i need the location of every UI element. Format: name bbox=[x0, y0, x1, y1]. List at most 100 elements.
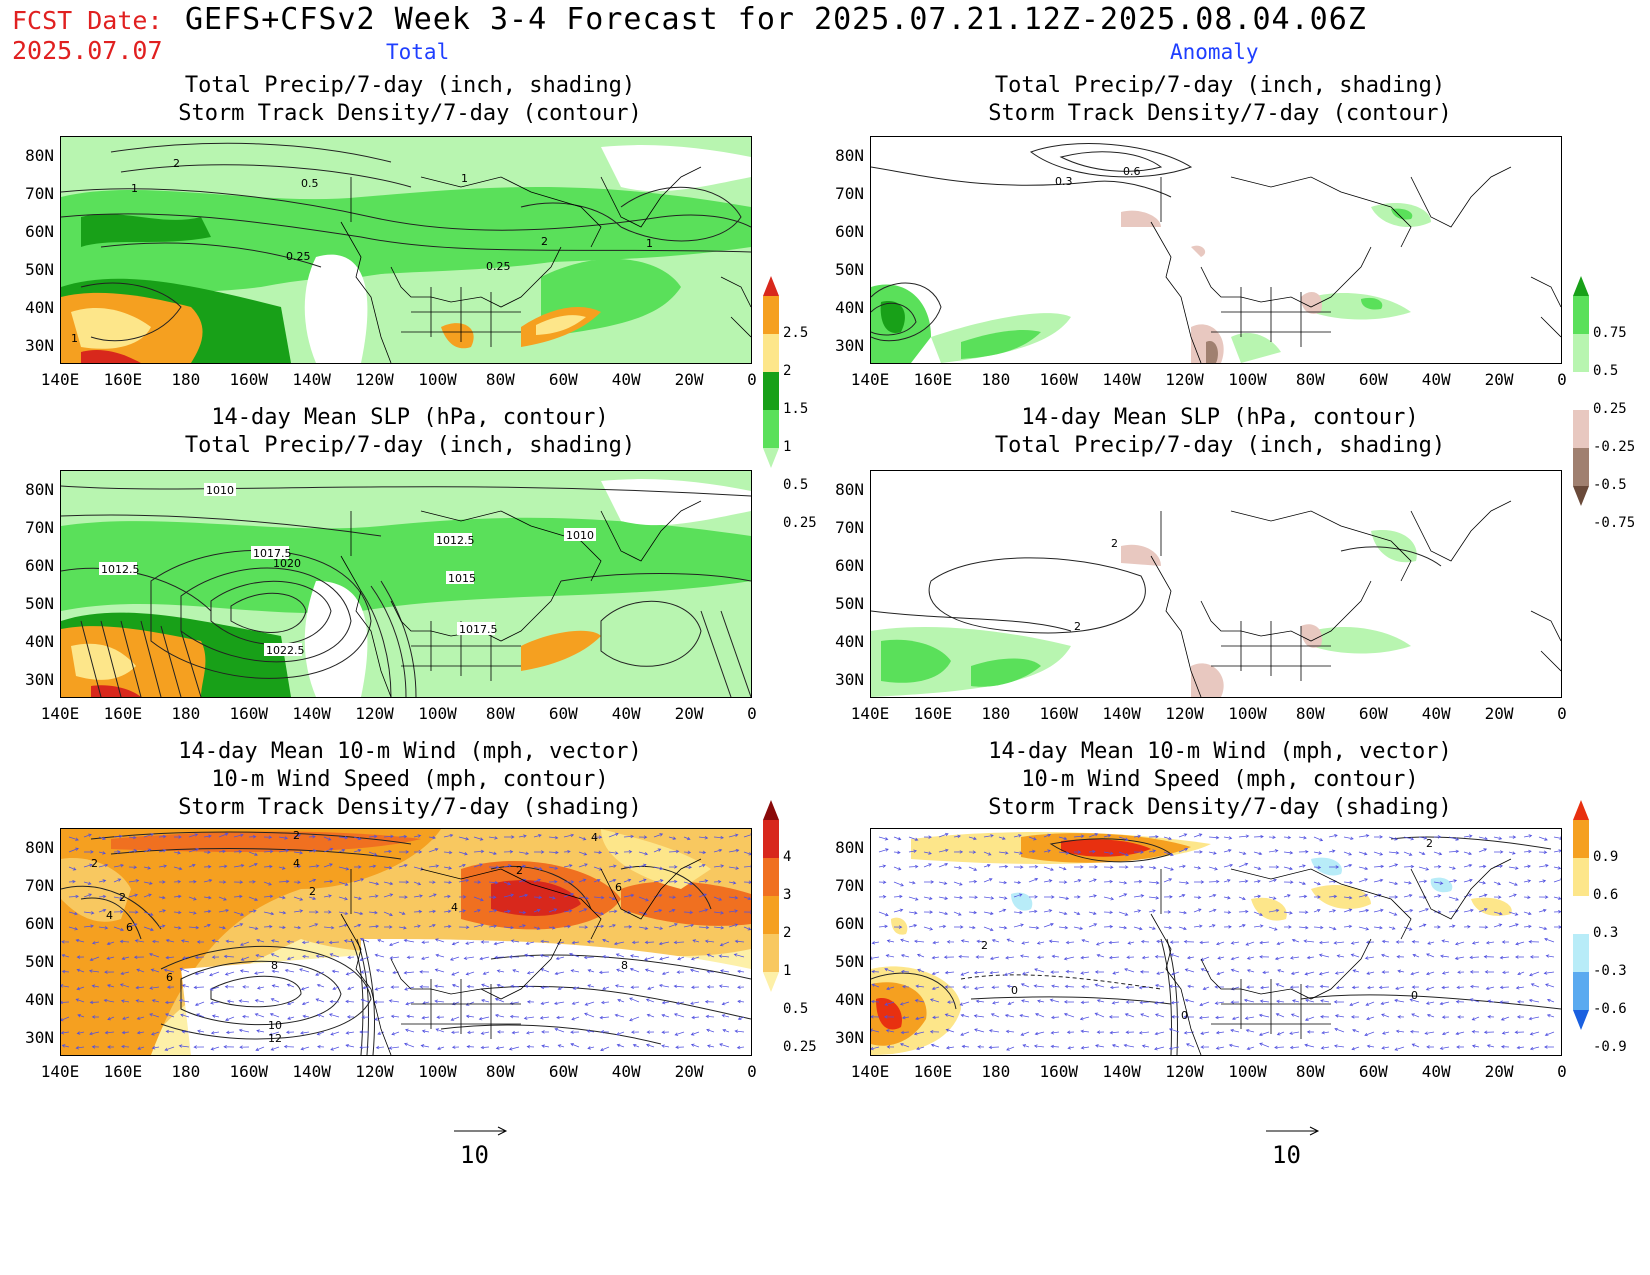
wind-vector bbox=[1274, 956, 1285, 961]
wind-vector bbox=[1208, 851, 1217, 855]
wind-vector bbox=[653, 833, 664, 838]
colorbar-bottom-triangle bbox=[1573, 1010, 1589, 1030]
contour-label: 1017.5 bbox=[459, 623, 498, 636]
wind-vector bbox=[548, 850, 559, 855]
wind-vector bbox=[293, 896, 304, 901]
wind-vector bbox=[1168, 1028, 1180, 1033]
wind-vector bbox=[1343, 908, 1353, 913]
wind-vector bbox=[563, 864, 573, 868]
wind-vector bbox=[428, 923, 436, 928]
wind-vector bbox=[728, 848, 740, 853]
wind-vector bbox=[1043, 909, 1053, 913]
longitude-label: 100W bbox=[1228, 704, 1267, 723]
wind-vector bbox=[743, 910, 751, 914]
wind-vector bbox=[674, 1031, 685, 1036]
wind-vector bbox=[1217, 956, 1225, 960]
wind-vector bbox=[1238, 851, 1247, 855]
wind-vector bbox=[968, 866, 978, 871]
wind-vector bbox=[960, 1013, 970, 1018]
longitude-label: 160W bbox=[1039, 1062, 1078, 1081]
wind-vector bbox=[1523, 834, 1533, 838]
wind-vector bbox=[1088, 833, 1099, 838]
colorbar-segment bbox=[1573, 934, 1589, 972]
wind-vector bbox=[1424, 1031, 1435, 1035]
wind-vector bbox=[77, 1014, 85, 1018]
wind-vector bbox=[203, 923, 211, 928]
contour-label: 0 bbox=[1011, 984, 1018, 997]
wind-vector bbox=[1499, 955, 1510, 960]
colorbar-segment bbox=[763, 896, 779, 934]
wind-vector bbox=[706, 953, 715, 958]
wind-vector bbox=[1382, 1031, 1390, 1035]
wind-vector bbox=[871, 983, 880, 988]
wind-vector bbox=[1493, 881, 1502, 886]
wind-vector bbox=[193, 985, 205, 990]
wind-vector bbox=[647, 986, 655, 990]
wind-vector bbox=[1381, 939, 1390, 944]
reference-arrow-icon bbox=[1266, 1126, 1320, 1136]
wind-vector bbox=[886, 1045, 895, 1049]
wind-vector bbox=[1028, 926, 1040, 930]
wind-vector bbox=[1388, 926, 1396, 930]
wind-vector bbox=[1538, 895, 1549, 899]
wind-vector bbox=[518, 864, 527, 868]
wind-vector bbox=[353, 911, 364, 916]
map-slp-precip-total: 1010 1017.5 1020 1012.5 1012.5 1015 1017… bbox=[60, 470, 752, 698]
wind-vector bbox=[706, 1028, 715, 1033]
wind-vector bbox=[347, 986, 355, 991]
wind-vector bbox=[988, 1045, 1000, 1050]
wind-vector bbox=[1313, 908, 1321, 913]
wind-vector bbox=[323, 894, 332, 898]
colorbar-segment bbox=[1573, 372, 1589, 410]
wind-vector bbox=[728, 881, 737, 885]
wind-vector bbox=[883, 1015, 895, 1019]
wind-vector bbox=[98, 926, 109, 930]
wind-vector bbox=[1358, 834, 1370, 838]
wind-vector bbox=[908, 836, 919, 841]
wind-vector bbox=[1328, 909, 1337, 913]
fcst-date-label: FCST Date: bbox=[12, 6, 163, 35]
wind-vector bbox=[181, 1030, 190, 1034]
wind-vector bbox=[998, 851, 1009, 855]
wind-vector bbox=[128, 865, 138, 869]
wind-vector bbox=[1050, 970, 1060, 974]
wind-vector bbox=[83, 850, 94, 854]
wind-vector bbox=[104, 1030, 115, 1035]
wind-vector bbox=[1538, 850, 1548, 855]
wind-vector bbox=[569, 952, 580, 958]
wind-vector bbox=[1502, 970, 1510, 975]
wind-vector bbox=[1108, 940, 1120, 945]
wind-vector bbox=[209, 986, 220, 991]
wind-vector bbox=[1528, 939, 1540, 944]
wind-vector bbox=[976, 939, 985, 944]
wind-vector bbox=[248, 834, 257, 839]
wind-vector bbox=[1141, 1044, 1150, 1048]
wind-vector bbox=[953, 850, 964, 854]
wind-vector bbox=[428, 893, 437, 898]
wind-vector bbox=[1230, 968, 1240, 973]
wind-vector bbox=[998, 926, 1008, 930]
wind-vector bbox=[508, 955, 520, 959]
wind-vector bbox=[719, 1043, 730, 1048]
longitude-label: 80W bbox=[485, 370, 515, 389]
wind-vector bbox=[1463, 925, 1471, 929]
wind-vector bbox=[1493, 850, 1504, 854]
wind-vector bbox=[1258, 1031, 1270, 1037]
wind-vector bbox=[1193, 908, 1202, 913]
wind-vector bbox=[983, 878, 993, 883]
wind-vector bbox=[1418, 923, 1427, 928]
wind-vector bbox=[1125, 1030, 1135, 1034]
wind-vector bbox=[1013, 834, 1022, 838]
wind-vector bbox=[1171, 971, 1180, 976]
wind-vector bbox=[518, 910, 527, 915]
wind-vector bbox=[254, 971, 265, 975]
wind-vector bbox=[61, 1016, 70, 1022]
contour-label: 0 bbox=[1181, 1009, 1188, 1022]
wind-vector bbox=[548, 880, 558, 884]
wind-vector bbox=[526, 1000, 535, 1004]
wind-vector bbox=[698, 925, 710, 930]
wind-vector bbox=[871, 999, 880, 1004]
wind-vector bbox=[1154, 1001, 1165, 1005]
colorbar-label: 0.75 bbox=[1593, 325, 1627, 341]
wind-vector bbox=[1081, 938, 1090, 943]
